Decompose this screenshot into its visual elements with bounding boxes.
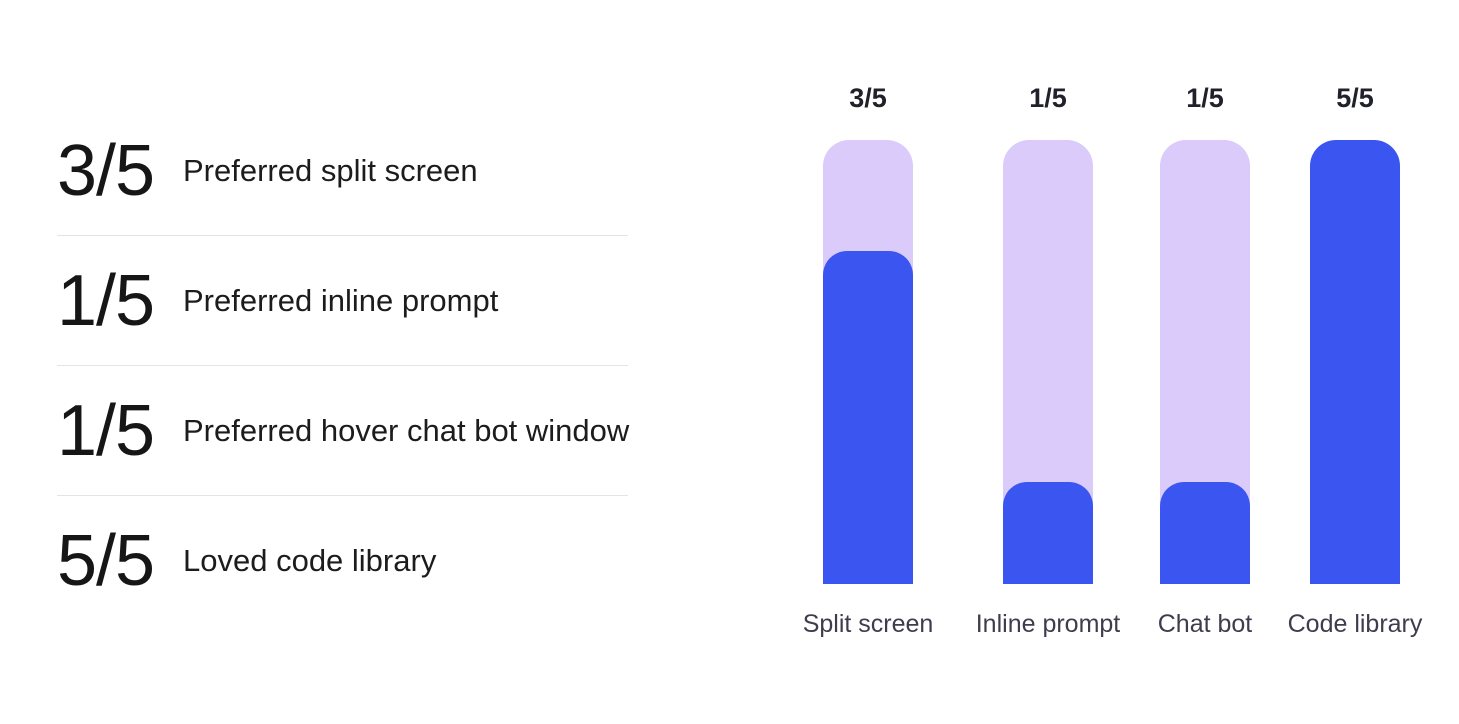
bar-track: [1310, 140, 1400, 584]
stat-label: Preferred hover chat bot window: [183, 412, 630, 448]
bar-category-label: Code library: [1287, 610, 1423, 638]
stat-label: Loved code library: [183, 542, 437, 578]
stat-row-inline-prompt: 1/5 Preferred inline prompt: [57, 236, 628, 366]
chart-column-chat-bot: 1/5 Chat bot: [1125, 83, 1285, 639]
stat-value: 5/5: [57, 520, 155, 601]
stats-list: 3/5 Preferred split screen 1/5 Preferred…: [57, 106, 630, 625]
bar-track: [1160, 140, 1250, 584]
stat-label: Preferred inline prompt: [183, 282, 499, 318]
bar-fill: [1003, 481, 1093, 584]
chart-column-inline-prompt: 1/5 Inline prompt: [968, 83, 1128, 639]
bar-value-label: 1/5: [1186, 83, 1224, 113]
stat-row-split-screen: 3/5 Preferred split screen: [57, 106, 628, 236]
stat-value: 1/5: [57, 390, 155, 471]
chart-column-code-library: 5/5 Code library: [1275, 83, 1435, 639]
stat-row-chat-bot: 1/5 Preferred hover chat bot window: [57, 366, 630, 496]
bar-category-label: Chat bot: [1157, 610, 1253, 638]
bar-value-label: 5/5: [1336, 83, 1374, 113]
bar-track: [1003, 140, 1093, 584]
chart-column-split-screen: 3/5 Split screen: [788, 83, 948, 639]
bar-fill: [1160, 481, 1250, 584]
bar-value-label: 3/5: [849, 83, 887, 113]
stat-value: 1/5: [57, 260, 155, 341]
bar-track: [823, 140, 913, 584]
bar-category-label: Split screen: [802, 610, 934, 638]
bar-value-label: 1/5: [1029, 83, 1067, 113]
bar-fill: [823, 251, 913, 584]
stat-label: Preferred split screen: [183, 152, 478, 188]
stat-value: 3/5: [57, 130, 155, 211]
bar-category-label: Inline prompt: [975, 610, 1121, 638]
bar-fill: [1310, 140, 1400, 584]
stat-row-code-library: 5/5 Loved code library: [57, 496, 628, 625]
